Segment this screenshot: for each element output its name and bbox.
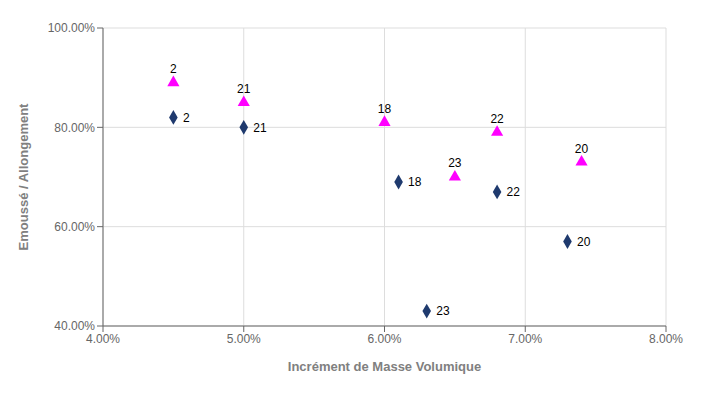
svg-text:5.00%: 5.00%: [227, 332, 261, 346]
svg-text:20: 20: [575, 142, 589, 156]
svg-text:Emoussé / Allongement: Emoussé / Allongement: [16, 103, 31, 251]
svg-text:21: 21: [237, 82, 251, 96]
svg-text:8.00%: 8.00%: [649, 332, 683, 346]
svg-text:80.00%: 80.00%: [54, 121, 95, 135]
svg-text:2: 2: [183, 111, 190, 125]
svg-text:60.00%: 60.00%: [54, 220, 95, 234]
svg-text:Incrément de Masse Volumique: Incrément de Masse Volumique: [288, 359, 481, 374]
svg-text:23: 23: [448, 156, 462, 170]
svg-text:40.00%: 40.00%: [54, 319, 95, 333]
svg-text:6.00%: 6.00%: [367, 332, 401, 346]
svg-text:2: 2: [170, 62, 177, 76]
svg-text:100.00%: 100.00%: [48, 21, 96, 35]
svg-text:20: 20: [577, 235, 591, 249]
svg-text:21: 21: [253, 121, 267, 135]
svg-text:23: 23: [436, 304, 450, 318]
svg-text:22: 22: [507, 185, 521, 199]
svg-text:18: 18: [408, 175, 422, 189]
svg-text:22: 22: [490, 112, 504, 126]
svg-text:7.00%: 7.00%: [508, 332, 542, 346]
svg-text:4.00%: 4.00%: [86, 332, 120, 346]
svg-text:18: 18: [378, 102, 392, 116]
